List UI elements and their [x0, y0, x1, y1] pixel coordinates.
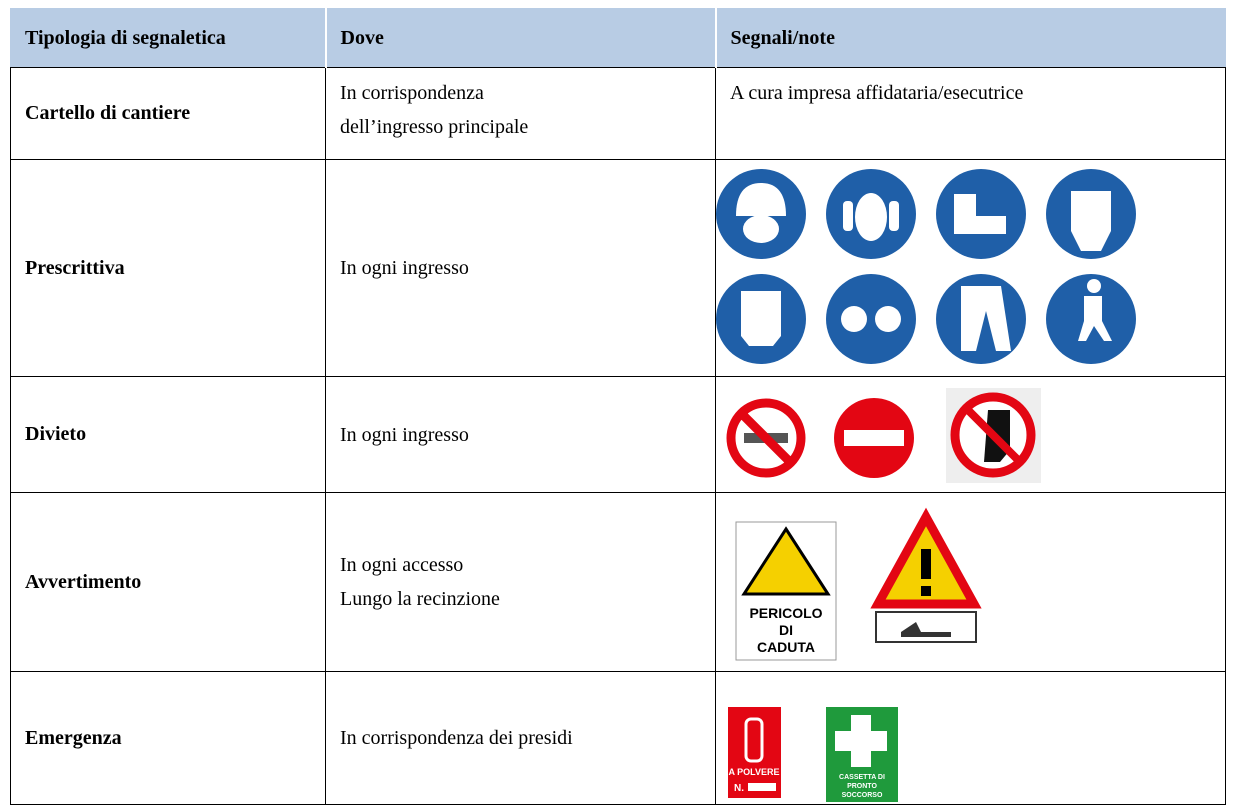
signs-cell [715, 159, 1226, 377]
notes-cell: A cura impresa affidataria/esecutrice [715, 67, 1226, 160]
type-cell: Cartello di cantiere [10, 67, 326, 160]
where-cell: In ogni accesso Lungo la recinzione [325, 492, 716, 672]
signs-cell: PERICOLO DI CADUTA [715, 492, 1226, 672]
where-line: In ogni ingresso [340, 423, 469, 446]
header-row: Tipologia di segnaletica Dove Segnali/no… [10, 8, 1226, 68]
type-cell: Avvertimento [10, 492, 326, 672]
signage-table: Tipologia di segnaletica Dove Segnali/no… [10, 8, 1226, 805]
emergency-signs: A POLVERE N. CASSETTA DI PRONTO SOCCORSO [728, 706, 898, 802]
header-cell: Dove [324, 8, 716, 68]
where-line: Lungo la recinzione [340, 588, 500, 610]
type-cell: Prescrittiva [10, 159, 326, 377]
where-cell: In corrispondenza dei presidi [325, 671, 716, 805]
where-cell: In ogni ingresso [325, 159, 716, 377]
sign-text: CADUTA [757, 639, 815, 655]
row: Prescrittiva In ogni ingresso [10, 159, 1226, 377]
where-line: dell’ingresso principale [340, 116, 529, 138]
sign-text: N. [734, 783, 744, 794]
sign-text: CASSETTA DI [839, 774, 885, 781]
where-line: In ogni accesso [340, 554, 464, 576]
type-cell: Emergenza [10, 671, 326, 805]
row: Divieto In ogni ingresso [10, 376, 1226, 493]
where-cell: In corrispondenza dell’ingresso principal… [325, 67, 716, 160]
header-cell: Tipologia di segnaletica [10, 8, 326, 68]
signs-cell [715, 376, 1226, 493]
where-line: In ogni ingresso [340, 257, 469, 279]
warning-signs: PERICOLO DI CADUTA [735, 507, 982, 660]
row: Avvertimento In ogni accesso Lungo la rec… [10, 492, 1226, 672]
sign-text: DI [779, 622, 793, 638]
row: Cartello di cantiere In corrispondenza de… [10, 67, 1226, 160]
where-line: In corrispondenza dei presidi [340, 727, 573, 749]
mandatory-signs [716, 168, 1136, 364]
where-cell: In ogni ingresso [325, 376, 716, 493]
row: Emergenza In corrispondenza dei presidi … [10, 671, 1226, 805]
prohibition-signs [726, 387, 1041, 483]
sign-text: SOCCORSO [842, 792, 883, 799]
header-cell: Segnali/note [714, 8, 1226, 68]
sign-text: A POLVERE [728, 767, 779, 777]
sign-text: PRONTO [847, 783, 877, 790]
signs-cell: A POLVERE N. CASSETTA DI PRONTO SOCCORSO [715, 671, 1226, 805]
notes: A cura impresa affidataria/esecutrice [730, 82, 1024, 104]
type-cell: Divieto [10, 376, 326, 493]
sign-text: PERICOLO [749, 605, 822, 621]
where-line: In corrispondenza [340, 82, 484, 104]
